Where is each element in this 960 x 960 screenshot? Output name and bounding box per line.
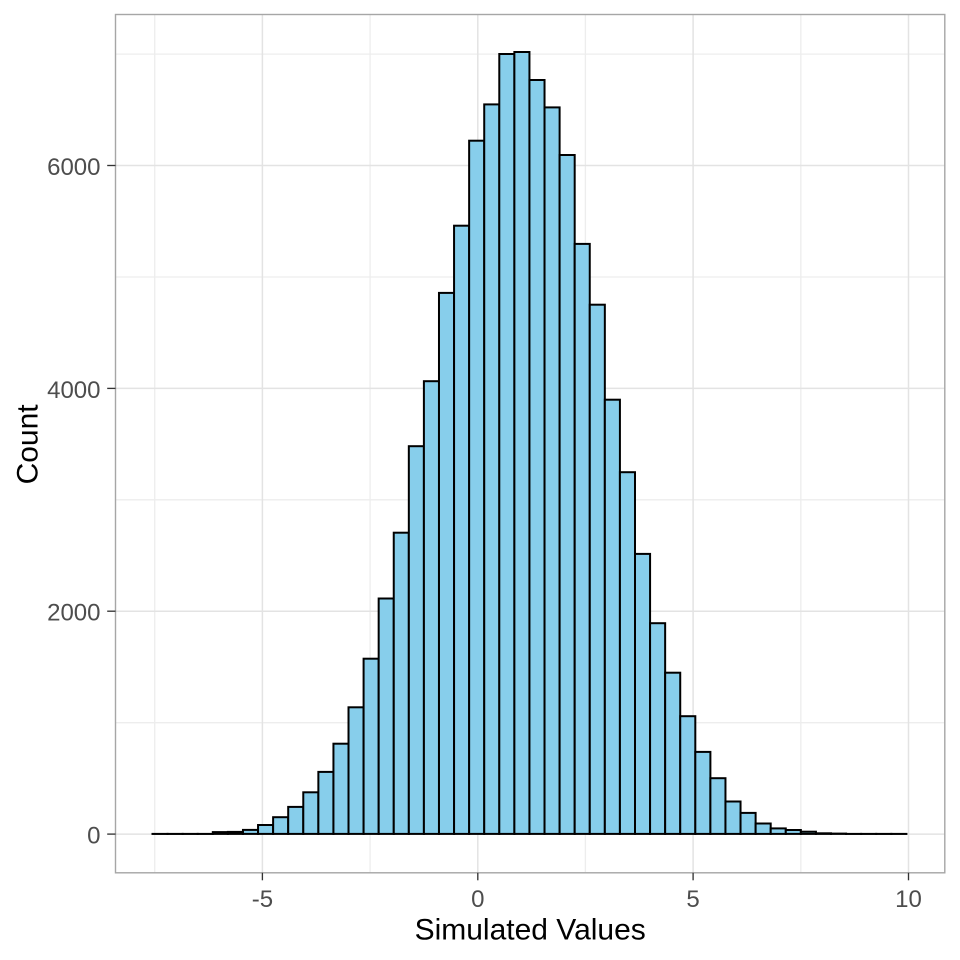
svg-text:2000: 2000 bbox=[47, 600, 100, 627]
svg-text:-5: -5 bbox=[252, 886, 273, 913]
svg-text:0: 0 bbox=[471, 886, 484, 913]
svg-text:10: 10 bbox=[895, 886, 922, 913]
svg-text:5: 5 bbox=[686, 886, 699, 913]
svg-text:Count: Count bbox=[12, 404, 45, 485]
svg-text:Simulated Values: Simulated Values bbox=[415, 914, 646, 947]
svg-text:6000: 6000 bbox=[47, 154, 100, 181]
svg-text:4000: 4000 bbox=[47, 377, 100, 404]
svg-text:0: 0 bbox=[87, 823, 100, 850]
